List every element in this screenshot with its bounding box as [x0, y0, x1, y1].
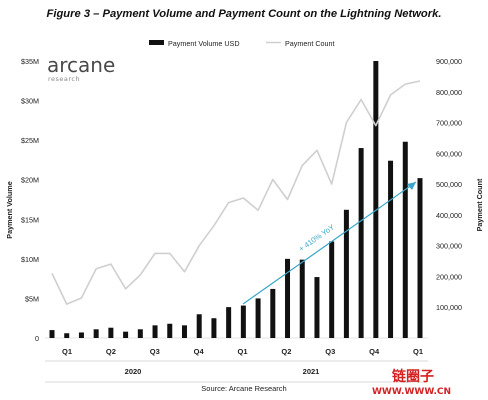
y-left-tick-label: $25M	[21, 136, 39, 145]
y-right-tick-label: 600,000	[436, 149, 462, 158]
volume-bar	[329, 241, 335, 338]
volume-bar	[417, 178, 423, 338]
watermark-url: WWW.WWW.CN	[372, 387, 451, 397]
volume-bar	[152, 325, 158, 338]
volume-bar	[64, 333, 70, 338]
volume-bar	[314, 277, 320, 338]
y-right-tick-label: 900,000	[436, 57, 462, 66]
year-label: 2020	[125, 367, 142, 376]
y-left-tick-label: $15M	[21, 215, 39, 224]
quarter-label: Q3	[150, 347, 160, 356]
watermark-logo: 链圈子	[392, 368, 434, 385]
arcane-logo: arcane	[47, 53, 115, 77]
bar-series	[49, 61, 423, 338]
y-left-tick-label: $30M	[21, 97, 39, 106]
volume-bar	[78, 332, 84, 338]
y-left-tick-label: $5M	[25, 294, 39, 303]
y-right-tick-label: 300,000	[436, 242, 462, 251]
volume-bar	[211, 318, 217, 338]
quarter-label: Q2	[106, 347, 116, 356]
quarter-label: Q1	[413, 347, 423, 356]
quarter-label: Q4	[369, 347, 380, 356]
volume-bar	[123, 331, 129, 338]
volume-bar	[299, 259, 305, 338]
quarter-label: Q2	[281, 347, 291, 356]
volume-bar	[93, 329, 99, 338]
payment-count-line	[51, 80, 421, 305]
y-right-tick-label: 800,000	[436, 88, 462, 97]
volume-bar	[226, 307, 232, 338]
y-right-tick-label: 700,000	[436, 119, 462, 128]
year-labels: 2020 2021	[125, 367, 320, 376]
volume-bar	[388, 160, 394, 338]
volume-bar	[402, 141, 408, 338]
volume-bar	[285, 258, 291, 338]
year-label: 2021	[303, 367, 320, 376]
volume-bar	[358, 148, 364, 338]
legend-bar-label: Payment Volume USD	[168, 39, 240, 48]
y-left-tick-label: $20M	[21, 176, 39, 185]
volume-bar	[343, 209, 349, 338]
y-right-tick-label: 100,000	[436, 303, 462, 312]
y-right-tick-label: 200,000	[436, 272, 462, 281]
y-left-tick-label: $35M	[21, 57, 39, 66]
y-right-tick-label: 400,000	[436, 211, 462, 220]
chart-title: Figure 3 – Payment Volume and Payment Co…	[47, 8, 442, 20]
volume-bar	[108, 327, 114, 338]
legend-bar-swatch	[149, 40, 164, 45]
volume-bar	[167, 323, 173, 338]
volume-bar	[137, 329, 143, 338]
quarter-labels: Q1 Q2 Q3 Q4 Q1 Q2 Q3 Q4 Q1	[62, 347, 423, 356]
yoy-arrow	[242, 181, 417, 305]
arcane-logo-sub: research	[48, 75, 80, 83]
legend-line-label: Payment Count	[285, 39, 335, 48]
y-left-tick-label: 0	[35, 334, 39, 343]
source-note: Source: Arcane Research	[201, 384, 286, 393]
y-right-tick-label: 500,000	[436, 180, 462, 189]
y-left-axis-title: Payment Volume	[5, 181, 14, 238]
y-right-ticks: 100,000 200,000 300,000 400,000 500,000 600,0…	[436, 57, 462, 312]
volume-bar	[255, 298, 261, 338]
volume-bar	[240, 305, 246, 338]
volume-bar	[196, 314, 202, 338]
volume-bar	[373, 61, 379, 338]
quarter-label: Q1	[237, 347, 247, 356]
quarter-label: Q1	[62, 347, 72, 356]
line-series	[51, 80, 421, 305]
volume-bar	[49, 330, 55, 338]
y-left-tick-label: $10M	[21, 255, 39, 264]
yoy-arrow-head	[407, 182, 416, 190]
volume-bar	[181, 325, 187, 338]
quarter-label: Q4	[194, 347, 205, 356]
y-right-axis-title: Payment Count	[475, 178, 484, 231]
volume-bar	[270, 288, 276, 338]
quarter-label: Q3	[325, 347, 335, 356]
y-left-ticks: 0 $5M $10M $15M $20M $25M $30M $35M	[21, 57, 39, 343]
